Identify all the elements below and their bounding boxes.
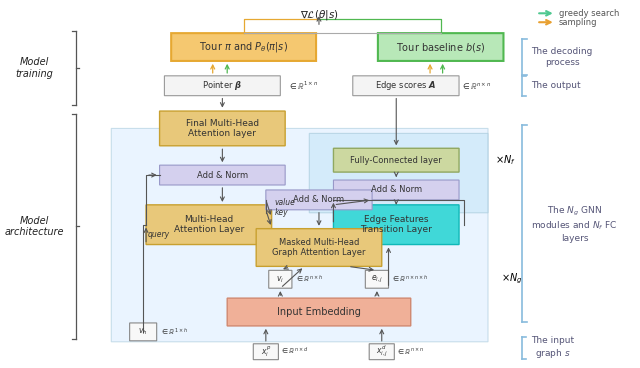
FancyBboxPatch shape (159, 111, 285, 146)
FancyBboxPatch shape (227, 298, 411, 326)
Text: key: key (275, 208, 288, 217)
Text: The output: The output (531, 81, 581, 90)
FancyBboxPatch shape (378, 33, 504, 61)
Text: Add & Norm: Add & Norm (371, 185, 422, 194)
FancyBboxPatch shape (253, 344, 278, 360)
Text: The $N_g$ GNN
modules and $N_f$ FC
layers: The $N_g$ GNN modules and $N_f$ FC layer… (531, 205, 618, 243)
Text: $\in \mathbb{R}^{n \times n}$: $\in \mathbb{R}^{n \times n}$ (396, 347, 424, 357)
FancyBboxPatch shape (369, 344, 394, 360)
FancyBboxPatch shape (353, 76, 459, 96)
Text: Multi-Head
Attention Layer: Multi-Head Attention Layer (173, 215, 244, 234)
Text: Tour $\pi$ and $P_\theta(\pi|s)$: Tour $\pi$ and $P_\theta(\pi|s)$ (199, 40, 288, 54)
FancyBboxPatch shape (164, 76, 280, 96)
Text: sampling: sampling (559, 18, 597, 27)
FancyBboxPatch shape (130, 323, 157, 341)
Text: $\in \mathbb{R}^{n \times n \times h}$: $\in \mathbb{R}^{n \times n \times h}$ (392, 274, 429, 285)
Text: The decoding
process: The decoding process (531, 47, 593, 67)
FancyBboxPatch shape (256, 229, 381, 266)
FancyBboxPatch shape (146, 205, 271, 245)
Text: The input
graph $s$: The input graph $s$ (531, 336, 575, 360)
Text: $v_i$: $v_i$ (276, 274, 284, 284)
Text: Final Multi-Head
Attention layer: Final Multi-Head Attention layer (186, 119, 259, 138)
Text: $x_{i,j}^d$: $x_{i,j}^d$ (376, 344, 388, 360)
Text: Edge scores $\boldsymbol{A}$: Edge scores $\boldsymbol{A}$ (375, 79, 436, 92)
Text: $x_i^p$: $x_i^p$ (260, 344, 271, 359)
Text: $\in \mathbb{R}^{n \times h}$: $\in \mathbb{R}^{n \times h}$ (295, 274, 323, 285)
Text: Input Embedding: Input Embedding (277, 307, 361, 317)
Text: $v_h$: $v_h$ (138, 327, 148, 337)
Text: Fully-Connected layer: Fully-Connected layer (350, 156, 442, 165)
Text: Pointer $\boldsymbol{\beta}$: Pointer $\boldsymbol{\beta}$ (202, 79, 243, 92)
Text: Model
architecture: Model architecture (4, 216, 64, 237)
Text: query: query (148, 230, 170, 239)
Text: value: value (275, 198, 296, 207)
Text: greedy search: greedy search (559, 9, 619, 18)
FancyBboxPatch shape (266, 190, 372, 210)
Text: $e_{i,j}$: $e_{i,j}$ (371, 274, 383, 285)
Text: $\in \mathbb{R}^{n \times n}$: $\in \mathbb{R}^{n \times n}$ (461, 80, 492, 92)
Text: Add & Norm: Add & Norm (197, 170, 248, 180)
Text: $\times N_g$: $\times N_g$ (500, 272, 522, 286)
FancyBboxPatch shape (333, 180, 459, 200)
FancyBboxPatch shape (309, 133, 488, 213)
Text: $\in \mathbb{R}^{1 \times h}$: $\in \mathbb{R}^{1 \times h}$ (159, 326, 188, 337)
Text: $\in \mathbb{R}^{1 \times n}$: $\in \mathbb{R}^{1 \times n}$ (288, 79, 319, 92)
FancyBboxPatch shape (171, 33, 316, 61)
FancyBboxPatch shape (333, 148, 459, 172)
FancyBboxPatch shape (269, 270, 292, 288)
Text: $\in \mathbb{R}^{n \times d}$: $\in \mathbb{R}^{n \times d}$ (280, 346, 308, 357)
FancyBboxPatch shape (365, 270, 388, 288)
FancyBboxPatch shape (333, 205, 459, 245)
Text: Model
training: Model training (15, 57, 53, 79)
Text: Masked Multi-Head
Graph Attention Layer: Masked Multi-Head Graph Attention Layer (272, 238, 365, 257)
Text: Add & Norm: Add & Norm (293, 195, 344, 204)
FancyBboxPatch shape (111, 128, 488, 342)
Text: $\nabla\mathcal{L}(\theta|s)$: $\nabla\mathcal{L}(\theta|s)$ (300, 8, 339, 22)
Text: $\times N_f$: $\times N_f$ (495, 153, 515, 167)
Text: Edge Features
Transition Layer: Edge Features Transition Layer (360, 215, 432, 234)
FancyBboxPatch shape (159, 165, 285, 185)
Text: Tour baseline $b(s)$: Tour baseline $b(s)$ (396, 40, 485, 53)
